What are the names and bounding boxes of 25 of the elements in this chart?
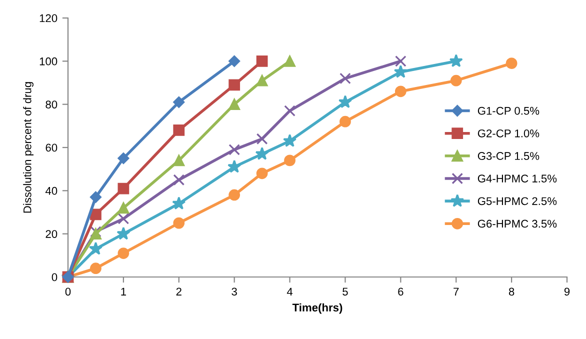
y-axis-title: Dissolution percent of drug xyxy=(23,82,34,213)
y-tick-label: 0 xyxy=(52,273,58,282)
legend-label: G4-HPMC 1.5% xyxy=(478,174,557,182)
legend-label: G2-CP 1.0% xyxy=(478,129,540,138)
x-tick-label: 3 xyxy=(232,288,237,296)
y-tick-label: 40 xyxy=(45,186,58,195)
x-tick-label: 2 xyxy=(176,288,182,296)
y-tick-label: 80 xyxy=(46,100,58,108)
x-tick-label: 0 xyxy=(65,288,71,296)
legend-label: G6-HPMC 3.5% xyxy=(478,220,557,228)
legend-label: G1-CP 0.5% xyxy=(478,106,540,115)
x-tick-label: 1 xyxy=(121,288,126,296)
y-tick-label: 100 xyxy=(40,57,58,66)
legend-label: G3-CP 1.5% xyxy=(478,152,540,160)
x-tick-label: 9 xyxy=(564,288,570,296)
y-tick-label: 60 xyxy=(46,144,58,152)
legend-label: G5-HPMC 2.5% xyxy=(478,197,557,206)
x-tick-label: 5 xyxy=(342,288,348,296)
y-tick-label: 120 xyxy=(40,14,58,22)
x-axis-title: Time(hrs) xyxy=(292,303,342,314)
x-tick-label: 6 xyxy=(398,288,404,296)
x-tick-label: 7 xyxy=(454,288,459,296)
y-tick-label: 20 xyxy=(46,230,58,238)
x-tick-label: 8 xyxy=(508,288,514,296)
x-tick-label: 4 xyxy=(286,288,293,296)
